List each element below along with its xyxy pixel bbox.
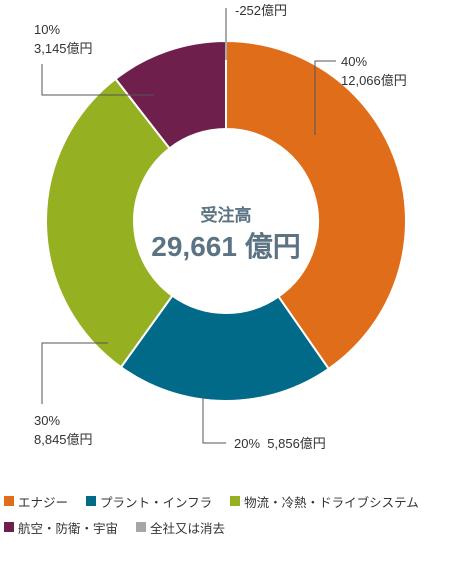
center-title: 受注高 bbox=[200, 206, 252, 225]
chart-legend: エナジー プラント・インフラ 物流・冷熱・ドライブシステム 航空・防衛・宇宙 全… bbox=[4, 488, 446, 540]
legend-item-energy: エナジー bbox=[4, 492, 68, 511]
callout-logistics: 30% 8,845億円 bbox=[34, 411, 93, 449]
legend-swatch-corporate bbox=[136, 522, 147, 532]
legend-item-logistics: 物流・冷熱・ドライブシステム bbox=[230, 492, 419, 511]
callout-aerospace: 10% 3,145億円 bbox=[34, 20, 93, 58]
legend-row: 航空・防衛・宇宙 全社又は消去 bbox=[4, 514, 446, 540]
callout-energy-value: 12,066億円 bbox=[341, 73, 407, 88]
legend-swatch-logistics bbox=[230, 496, 241, 506]
callout-aerospace-percent: 10% bbox=[34, 22, 61, 37]
leader-line-aerospace bbox=[41, 64, 154, 96]
legend-swatch-plant bbox=[86, 496, 97, 506]
slice-plant bbox=[119, 294, 331, 402]
callout-logistics-value: 8,845億円 bbox=[34, 432, 93, 447]
donut-slices bbox=[45, 39, 407, 402]
callout-plant-percent: 20% bbox=[234, 436, 261, 451]
legend-swatch-aerospace bbox=[4, 522, 14, 532]
leader-line-logistics bbox=[41, 342, 108, 404]
slice-logistics bbox=[45, 77, 174, 369]
legend-label-energy: エナジー bbox=[18, 495, 69, 510]
legend-label-aerospace: 航空・防衛・宇宙 bbox=[18, 521, 119, 536]
callout-plant-value: 5,856億円 bbox=[267, 436, 326, 451]
legend-label-plant: プラント・インフラ bbox=[100, 495, 213, 510]
slice-energy bbox=[225, 39, 407, 371]
callout-corporate: -252億円 bbox=[235, 1, 287, 20]
callout-corporate-value: -252億円 bbox=[235, 3, 288, 18]
callout-logistics-percent: 30% bbox=[34, 413, 61, 428]
legend-item-plant: プラント・インフラ bbox=[86, 492, 212, 511]
legend-label-logistics: 物流・冷熱・ドライブシステム bbox=[244, 495, 419, 510]
callout-energy: 40% 12,066億円 bbox=[341, 52, 407, 90]
center-total-value: 29,661 億円 bbox=[151, 231, 301, 262]
legend-item-corporate: 全社又は消去 bbox=[136, 518, 225, 537]
leader-line-energy bbox=[314, 60, 336, 135]
callout-energy-percent: 40% bbox=[341, 54, 368, 69]
legend-swatch-energy bbox=[4, 496, 14, 506]
legend-item-aerospace: 航空・防衛・宇宙 bbox=[4, 518, 118, 537]
leader-line-plant bbox=[202, 395, 226, 444]
legend-label-corporate: 全社又は消去 bbox=[150, 521, 226, 536]
callout-aerospace-value: 3,145億円 bbox=[34, 41, 93, 56]
callout-plant: 20% 5,856億円 bbox=[234, 434, 326, 453]
legend-row: エナジー プラント・インフラ 物流・冷熱・ドライブシステム bbox=[4, 488, 446, 514]
